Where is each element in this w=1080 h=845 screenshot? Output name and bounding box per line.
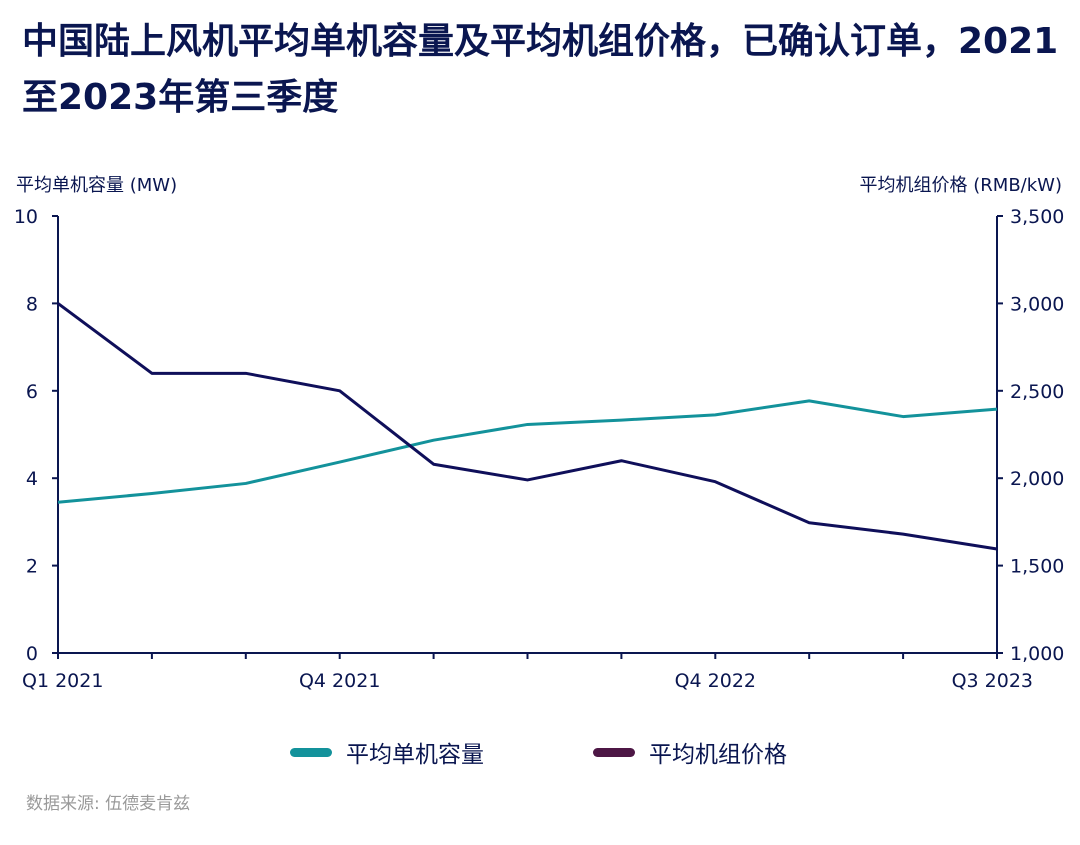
chart-area: 0 2 4 6 8 10 1,000 1,500 2,000 2,500 3,000 3,500 Q1 …	[14, 175, 1065, 692]
y-left-tick-label: 8	[26, 293, 38, 315]
y-right-tick-label: 1,500	[1010, 556, 1064, 578]
legend-swatch-capacity	[290, 747, 332, 757]
y-right-tick-label: 3,500	[1010, 206, 1064, 228]
x-tick-label: Q3 2023	[952, 670, 1033, 692]
y-right-tick-label: 2,000	[1010, 468, 1064, 490]
y-left-tick-label: 10	[14, 206, 38, 228]
chart-title: 中国陆上风机平均单机容量及平均机组价格，已确认订单，2021至2023年第三季度	[22, 21, 1059, 118]
legend-swatch-price	[593, 747, 635, 757]
series-lines	[57, 302, 998, 551]
y-left-tick-label: 0	[26, 643, 38, 665]
y-right-tick-label: 2,500	[1010, 381, 1064, 403]
legend-label-price: 平均机组价格	[649, 742, 787, 768]
axes	[57, 216, 998, 654]
y-left-tick-label: 6	[26, 381, 38, 403]
x-tick-label: Q4 2022	[675, 670, 756, 692]
series-line-price	[57, 302, 998, 551]
y-left-tick-label: 4	[26, 468, 38, 490]
ticks: 0 2 4 6 8 10 1,000 1,500 2,000 2,500 3,000 3,500 Q1 …	[14, 206, 1065, 692]
legend-item-capacity: 平均单机容量	[290, 735, 484, 769]
y-left-tick-label: 2	[26, 556, 38, 578]
source-note: 数据来源: 伍德麦肯兹	[26, 794, 191, 814]
x-tick-label: Q1 2021	[22, 670, 103, 692]
legend-label-capacity: 平均单机容量	[346, 742, 484, 768]
y-right-tick-label: 1,000	[1010, 643, 1064, 665]
x-tick-label: Q4 2021	[299, 670, 380, 692]
y-axis-left-label: 平均单机容量 (MW)	[16, 175, 177, 196]
y-right-tick-label: 3,000	[1010, 293, 1064, 315]
y-axis-right-label: 平均机组价格 (RMB/kW)	[860, 175, 1062, 196]
legend-item-price: 平均机组价格	[593, 735, 787, 769]
series-line-capacity	[57, 399, 998, 504]
